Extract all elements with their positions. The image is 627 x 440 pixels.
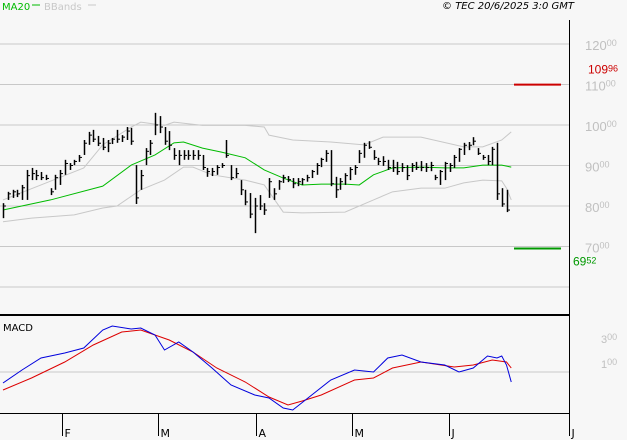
macd-label: MACD [3,323,33,334]
x-tick-label: A [259,427,267,440]
x-tick-label: J [451,427,455,440]
macd-line [2,325,512,411]
x-tick-label: F [65,427,71,440]
macd-tick-label: 300 [601,332,617,346]
x-tick-label: M [161,427,171,440]
support-label: 6952 [573,254,596,268]
price-tick-label: 7000 [585,241,609,256]
macd-panel [2,325,512,411]
gridlines [0,43,569,373]
legend-bbands: BBands [44,2,82,13]
price-tick-label: 12000 [585,38,617,53]
resistance-label: 10996 [588,63,618,77]
x-tick-label: J [571,427,575,440]
legend-ma20: MA20 [2,2,30,13]
price-tick-label: 8000 [585,200,609,215]
price-bars [2,112,510,234]
price-levels: 10996 6952 [514,63,618,268]
macd-tick-label: 100 [601,357,617,371]
signal-line [2,329,512,406]
x-tick-label: M [355,427,365,440]
price-tick-label: 11000 [585,79,616,94]
bollinger-bands [2,121,512,223]
copyright-text: © TEC 20/6/2025 3:0 GMT [442,1,575,12]
price-tick-label: 10000 [585,119,617,134]
price-tick-label: 9000 [585,160,609,175]
axes: 12000 11000 10000 9000 8000 7000 300 100 F M A M J J [0,20,617,440]
